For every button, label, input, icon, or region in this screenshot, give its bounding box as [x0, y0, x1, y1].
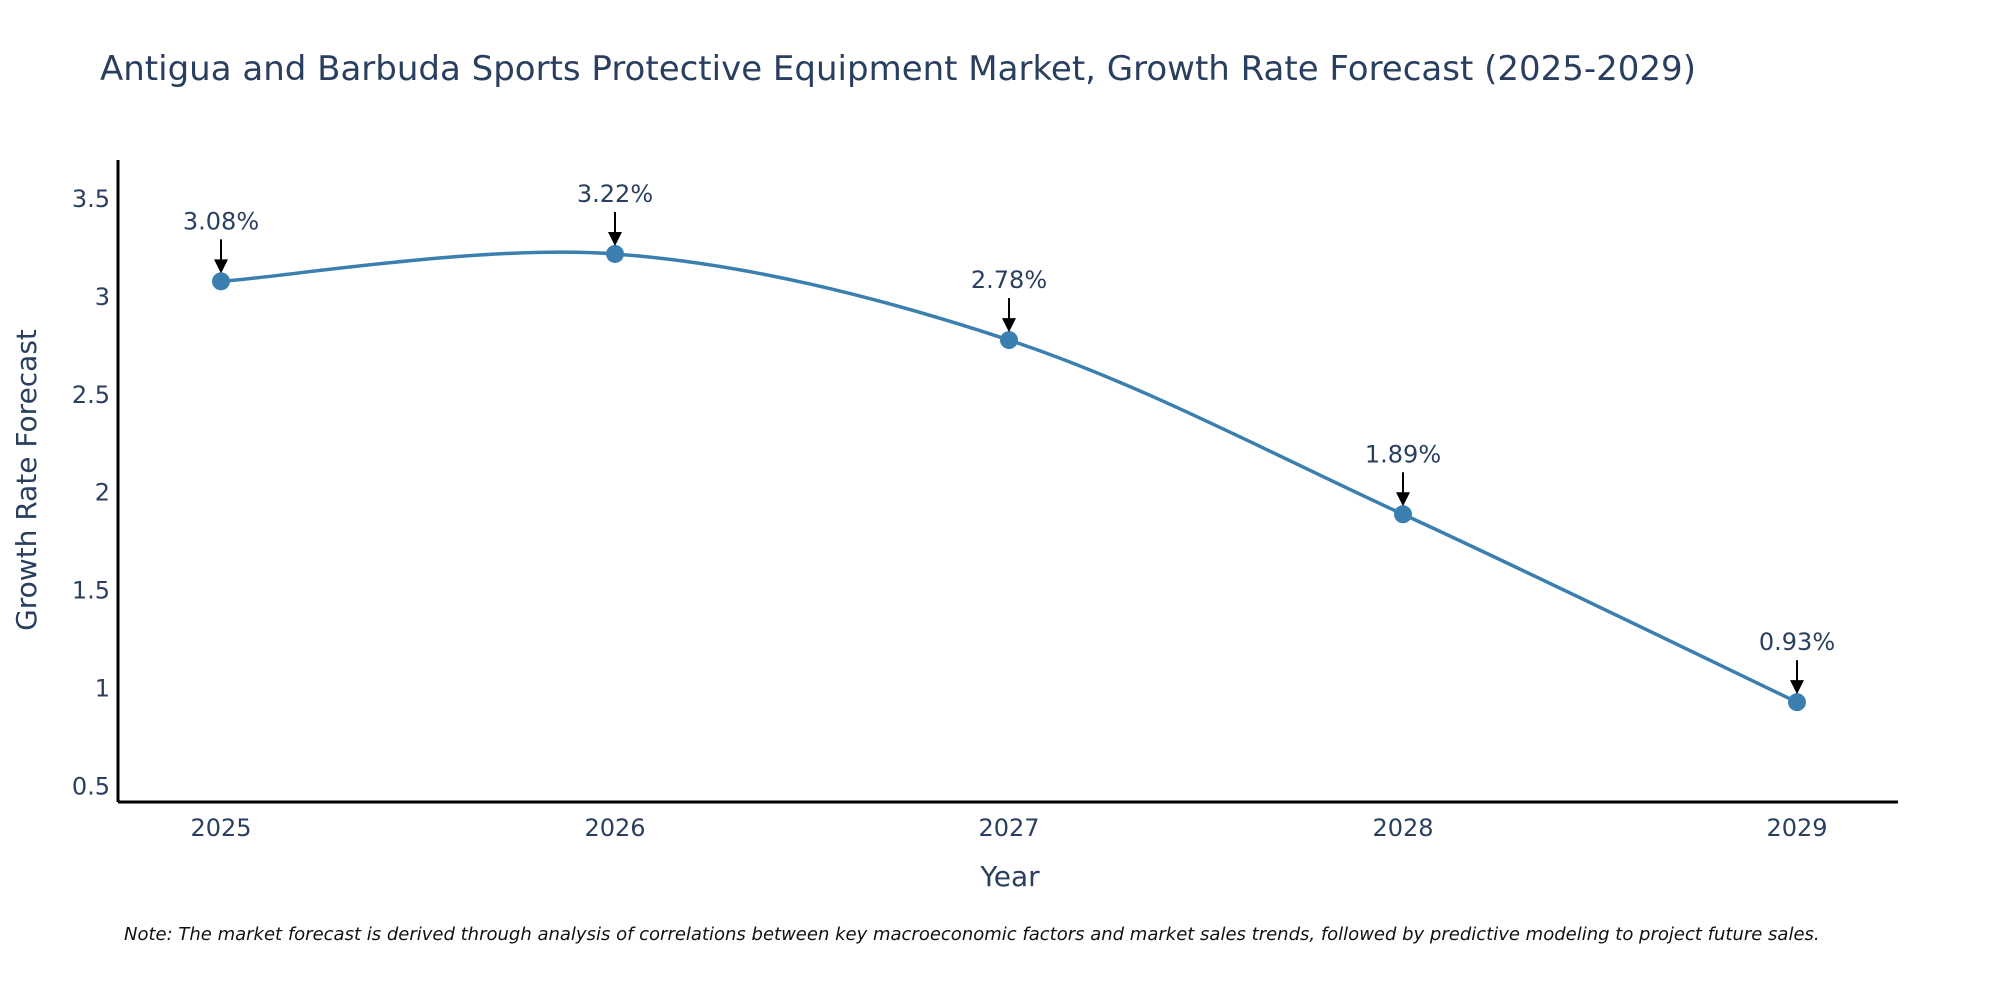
footnote: Note: The market forecast is derived thr… [124, 924, 1820, 945]
x-tick-label: 2029 [1766, 814, 1827, 842]
annotation-arrow-head [1002, 318, 1016, 333]
x-tick-label: 2025 [190, 814, 251, 842]
y-axis-title: Growth Rate Forecast [10, 329, 43, 631]
data-point [1000, 331, 1018, 350]
x-tick-label: 2026 [584, 814, 645, 842]
x-tick-label: 2028 [1372, 814, 1433, 842]
y-tick-label: 1.5 [72, 577, 110, 605]
series-growth-rate [212, 244, 1806, 712]
y-tick-label: 0.5 [72, 772, 110, 800]
data-label: 0.93% [1759, 628, 1835, 656]
annotation-arrow-head [1790, 680, 1804, 695]
annotation-arrow-head [1396, 492, 1410, 507]
x-tick-label: 2027 [978, 814, 1039, 842]
data-label: 3.08% [183, 207, 259, 235]
axes: 0.5 1 1.5 2 2.5 3 3.5 2025 2026 2027 2028 2029 [72, 160, 1898, 842]
data-point [212, 272, 230, 291]
y-tick-label: 2 [95, 479, 110, 507]
data-point [1394, 505, 1412, 524]
data-labels: 3.08% 3.22% 2.78% 1.89% 0.93% [183, 180, 1835, 695]
y-tick-label: 1 [95, 674, 110, 702]
data-label: 2.78% [971, 266, 1047, 294]
y-tick-label: 3 [95, 283, 110, 311]
data-label: 3.22% [577, 180, 653, 208]
annotation-arrow-head [214, 259, 228, 274]
y-tick-label: 2.5 [72, 381, 110, 409]
annotation-arrow-head [608, 231, 622, 246]
y-tick-label: 3.5 [72, 185, 110, 213]
data-point [1788, 693, 1806, 712]
x-axis-title: Year [979, 860, 1040, 893]
data-point [606, 244, 624, 263]
chart-title: Antigua and Barbuda Sports Protective Eq… [100, 49, 1696, 89]
data-label: 1.89% [1365, 440, 1441, 468]
